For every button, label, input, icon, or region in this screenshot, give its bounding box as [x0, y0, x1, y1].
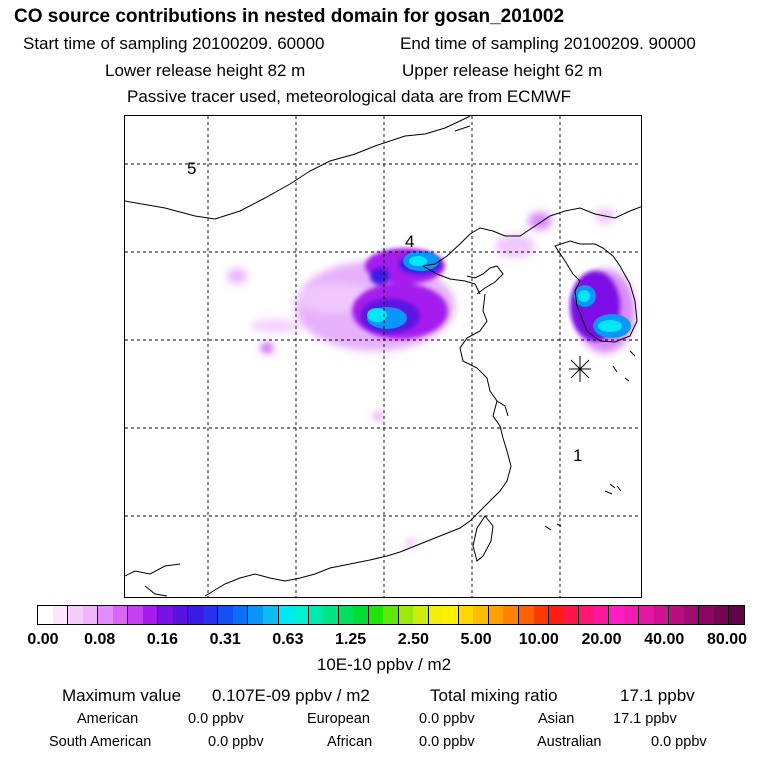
graticule: [125, 116, 641, 597]
colorbar-segment: [172, 606, 188, 624]
coastline: [125, 116, 641, 597]
map-canvas: [125, 116, 641, 597]
colorbar-segment: [487, 606, 504, 624]
grid-label-4: 4: [405, 232, 415, 251]
colorbar-segment: [97, 606, 113, 624]
colorbar-segment: [157, 606, 173, 624]
colorbar-segment: [367, 606, 384, 624]
colorbar-segment: [518, 606, 534, 624]
colorbar-segment: [473, 606, 488, 624]
colorbar-segment: [443, 606, 458, 624]
colorbar-tick-label: 80.00: [706, 631, 748, 648]
region-name-asian: Asian: [538, 711, 575, 727]
colorbar-segment: [307, 606, 324, 624]
colorbar-segment: [112, 606, 128, 624]
total-mixing-label: Total mixing ratio: [430, 686, 558, 705]
colorbar-segment: [142, 606, 158, 624]
colorbar-segment: [728, 606, 744, 624]
colorbar-segment: [413, 606, 428, 624]
start-time: Start time of sampling 20100209. 60000: [23, 34, 325, 53]
colorbar-segment: [457, 606, 474, 624]
region-name-australian: Australian: [537, 734, 602, 750]
colorbar-segment: [383, 606, 398, 624]
colorbar-tick-label: 1.25: [335, 631, 367, 648]
colorbar-tick-label: 0.31: [209, 631, 241, 648]
colorbar-tick-label: 0.63: [272, 631, 304, 648]
colorbar-segment: [38, 606, 53, 624]
colorbar-tick-label: 40.00: [644, 631, 685, 648]
colorbar-segment: [397, 606, 414, 624]
colorbar-tick-label: 10.00: [518, 631, 559, 648]
region-value-australian: 0.0 ppbv: [651, 734, 707, 750]
colorbar-segment: [608, 606, 624, 624]
colorbar: [37, 605, 745, 625]
upper-release-height: Upper release height 62 m: [402, 61, 603, 80]
colorbar-segment: [623, 606, 639, 624]
colorbar-segment: [713, 606, 729, 624]
colorbar-tick-label: 0.00: [27, 631, 59, 648]
map-panel: 5 4 1: [124, 115, 642, 598]
concentration-field: [227, 208, 635, 547]
region-value-south-american: 0.0 ppbv: [208, 734, 264, 750]
region-name-south-american: South American: [49, 734, 152, 750]
colorbar-segment: [653, 606, 669, 624]
region-name-american: American: [77, 711, 139, 727]
region-name-african: African: [327, 734, 373, 750]
colorbar-segment: [232, 606, 248, 624]
colorbar-tick-label: 0.16: [146, 631, 179, 648]
end-time: End time of sampling 20100209. 90000: [400, 34, 696, 53]
region-value-asian: 17.1 ppbv: [613, 711, 677, 727]
colorbar-unit: 10E-10 ppbv / m2: [316, 655, 452, 674]
colorbar-segment: [593, 606, 609, 624]
region-value-african: 0.0 ppbv: [419, 734, 475, 750]
colorbar-segment: [548, 606, 564, 624]
colorbar-segment: [427, 606, 444, 624]
colorbar-segment: [353, 606, 368, 624]
colorbar-segment: [533, 606, 549, 624]
colorbar-tick-label: 20.00: [581, 631, 622, 648]
colorbar-segment: [293, 606, 308, 624]
colorbar-segment: [217, 606, 233, 624]
colorbar-segment: [578, 606, 594, 624]
region-name-european: European: [307, 711, 370, 727]
colorbar-segment: [503, 606, 518, 624]
tracer-note: Passive tracer used, meteorological data…: [127, 87, 572, 106]
colorbar-segment: [683, 606, 699, 624]
colorbar-segment: [187, 606, 203, 624]
colorbar-segment: [277, 606, 294, 624]
colorbar-segment: [67, 606, 83, 624]
colorbar-segment: [52, 606, 68, 624]
max-value-label: Maximum value: [62, 686, 182, 705]
colorbar-segment: [247, 606, 263, 624]
grid-label-5: 5: [187, 159, 197, 178]
plot-title: CO source contributions in nested domain…: [14, 6, 565, 27]
region-value-european: 0.0 ppbv: [419, 711, 475, 727]
colorbar-segment: [82, 606, 98, 624]
colorbar-segment: [668, 606, 684, 624]
asterisk-icon: [569, 356, 591, 382]
total-mixing-value: 17.1 ppbv: [620, 686, 695, 705]
max-value: 0.107E-09 ppbv / m2: [212, 686, 370, 705]
colorbar-segment: [323, 606, 338, 624]
colorbar-tick-label: 5.00: [460, 631, 492, 648]
grid-label-1: 1: [573, 446, 583, 465]
colorbar-segment: [202, 606, 218, 624]
region-value-american: 0.0 ppbv: [188, 711, 244, 727]
colorbar-segment: [127, 606, 143, 624]
colorbar-segment: [698, 606, 714, 624]
colorbar-segment: [262, 606, 278, 624]
colorbar-segment: [563, 606, 579, 624]
colorbar-segment: [638, 606, 654, 624]
colorbar-tick-label: 0.08: [84, 631, 116, 648]
colorbar-tick-label: 2.50: [397, 631, 429, 648]
colorbar-segment: [337, 606, 354, 624]
lower-release-height: Lower release height 82 m: [105, 61, 306, 80]
